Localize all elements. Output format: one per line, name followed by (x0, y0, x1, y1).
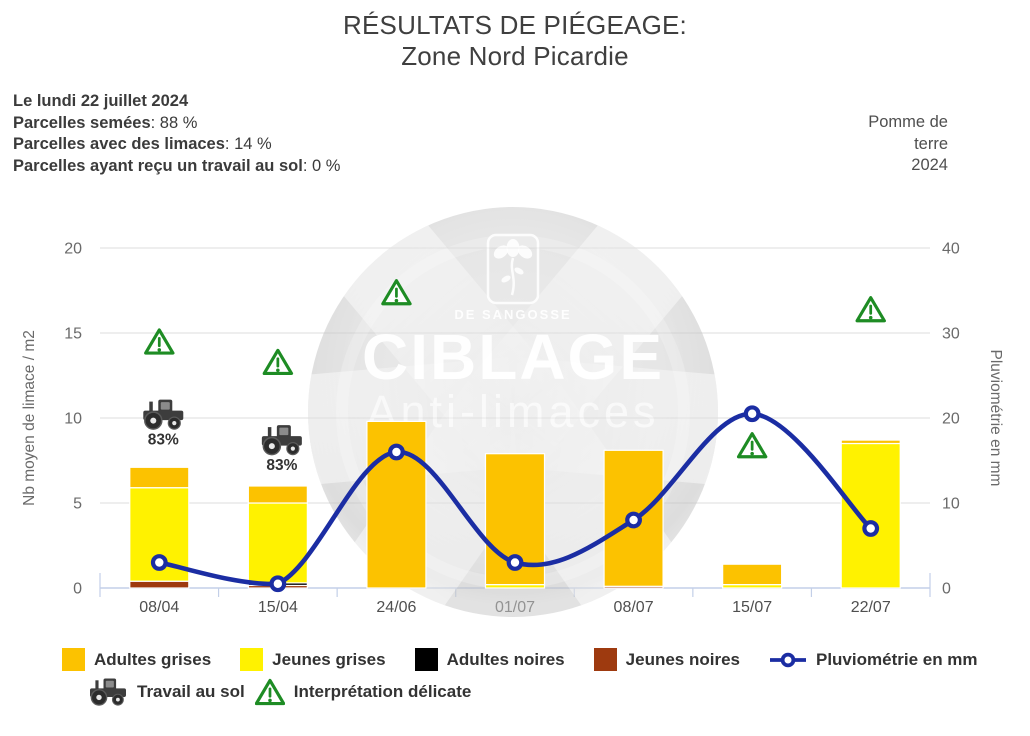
legend-label: Jeunes grises (272, 649, 386, 669)
bar-segment-jeunes-grises (840, 442, 901, 589)
tractor-percent-label: 83% (266, 457, 297, 474)
info-label: Le lundi 22 juillet 2024 (13, 92, 189, 110)
bar-segment-jeunes-noires (129, 580, 190, 589)
info-line: Parcelles avec des limaces: 14 % (13, 134, 340, 156)
info-line: Le lundi 22 juillet 2024 (13, 91, 340, 113)
warning-triangle-icon (262, 348, 294, 376)
page-title: RÉSULTATS DE PIÉGEAGE: Zone Nord Picardi… (0, 10, 1030, 72)
rain-marker (625, 511, 642, 529)
rain-marker (743, 405, 761, 423)
legend-item-adultes-noires: Adultes noires (414, 648, 565, 671)
legend-tractor-icon (90, 678, 126, 706)
bar-segment-adultes-grises (366, 420, 427, 589)
legend-line-marker-icon (769, 652, 806, 667)
y-right-tick-label: 20 (942, 411, 960, 428)
rain-marker (150, 554, 168, 571)
legend-swatch-jeunes-noires (593, 648, 617, 671)
bar-segment-jeunes-grises (247, 502, 308, 584)
x-axis-label: 22/07 (851, 599, 891, 616)
y-left-tick-label: 10 (64, 411, 82, 428)
legend-swatch-jeunes-grises (240, 648, 264, 671)
summary-info: Le lundi 22 juillet 2024 Parcelles semées… (13, 91, 340, 177)
legend-item-pluviom-trie-en-mm: Pluviométrie en mm (769, 650, 978, 670)
legend-warning-icon (254, 678, 285, 706)
info-value: : 14 % (224, 135, 272, 153)
y-left-axis-title: Nb moyen de limace / m2 (21, 330, 38, 506)
bar-segment-adultes-grises (129, 466, 190, 489)
bar-segment-adultes-grises (247, 485, 308, 504)
tractor-icon (143, 399, 184, 430)
legend-label: Adultes noires (446, 649, 565, 669)
rain-marker (388, 443, 405, 461)
legend-swatch-adultes-grises (62, 648, 85, 671)
y-left-tick-label: 20 (64, 241, 82, 258)
legend-item-jeunes-noires: Jeunes noires (593, 648, 740, 671)
legend-item-adultes-grises: Adultes grises (62, 648, 211, 671)
warning-triangle-icon (736, 432, 768, 459)
y-right-tick-label: 30 (942, 326, 960, 343)
info-line: Parcelles ayant reçu un travail au sol: … (13, 156, 340, 178)
legend-label: Interprétation délicate (293, 682, 472, 701)
x-axis-label: 15/07 (732, 599, 772, 616)
y-left-tick-label: 0 (73, 581, 82, 598)
info-line: Parcelles semées: 88 % (13, 113, 340, 135)
rain-marker (862, 520, 880, 537)
chart-legend-row1: Adultes grises Jeunes grises Adultes noire… (62, 648, 978, 671)
warning-triangle-icon (855, 296, 886, 323)
rain-marker (269, 575, 287, 593)
legend-label: Adultes grises (94, 649, 212, 669)
info-label: Parcelles semées (13, 113, 151, 132)
info-label: Parcelles ayant reçu un travail au sol (13, 156, 303, 175)
y-right-axis-title: Pluviométrie en mm (987, 350, 1004, 487)
y-left-tick-label: 15 (64, 326, 82, 343)
tractor-percent-label: 83% (148, 432, 179, 449)
legend-label: Jeunes noires (625, 649, 740, 669)
x-axis-label: 15/04 (258, 599, 298, 616)
legend-item-jeunes-grises: Jeunes grises (240, 648, 386, 671)
legend-item-interpr-tation-d-licate: Interprétation délicate (254, 678, 472, 706)
title-line1: RÉSULTATS DE PIÉGEAGE: (343, 10, 687, 40)
tractor-icon (90, 678, 126, 706)
info-value: : 88 % (150, 113, 198, 132)
y-left-tick-label: 5 (73, 496, 82, 513)
x-axis-label: 08/04 (139, 599, 179, 616)
bar-segment-adultes-grises (840, 439, 901, 445)
legend-label: Pluviométrie en mm (815, 649, 978, 669)
warning-triangle-icon (381, 279, 412, 306)
title-line2: Zone Nord Picardie (401, 41, 629, 71)
rain-marker (506, 554, 524, 571)
info-value: : 0 % (302, 156, 341, 175)
warning-triangle-icon (254, 678, 285, 706)
chart-legend-row2: Travail au sol Interprétation délicate (88, 676, 471, 708)
legend-item-travail-au-sol: Travail au sol (88, 676, 245, 708)
crop-label: Pomme de terre 2024 (868, 113, 948, 174)
y-right-tick-label: 10 (942, 496, 960, 513)
bar-segment-adultes-grises (722, 563, 783, 586)
legend-label: Travail au sol (137, 682, 245, 701)
legend-swatch-adultes-noires (414, 648, 438, 671)
y-right-tick-label: 0 (942, 581, 951, 598)
warning-triangle-icon (144, 328, 175, 355)
info-label: Parcelles avec des limaces (13, 135, 225, 153)
tractor-icon (261, 425, 302, 456)
y-right-tick-label: 40 (942, 241, 960, 258)
